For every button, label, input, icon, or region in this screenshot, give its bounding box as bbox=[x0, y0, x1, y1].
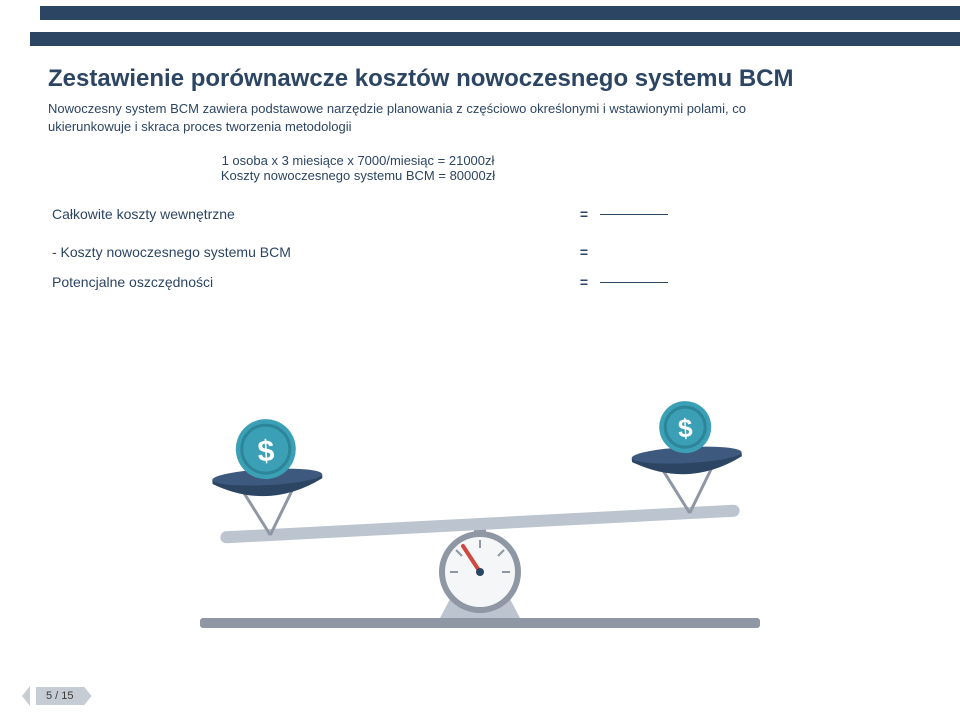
balance-scale: $ $ bbox=[0, 400, 960, 632]
header-bar-2 bbox=[30, 32, 960, 46]
page-title: Zestawienie porównawcze kosztów nowoczes… bbox=[48, 64, 912, 94]
equals-sign: = bbox=[574, 244, 594, 260]
result-blank-line bbox=[600, 214, 668, 215]
costs-block: Całkowite koszty wewnętrzne = - Koszty n… bbox=[48, 199, 668, 297]
result-blank-line bbox=[600, 282, 668, 283]
badge-decor-right bbox=[84, 686, 92, 706]
svg-text:$: $ bbox=[677, 413, 694, 444]
cost-label: - Koszty nowoczesnego systemu BCM bbox=[48, 244, 574, 260]
cost-row: Potencjalne oszczędności = bbox=[48, 267, 668, 297]
svg-text:$: $ bbox=[257, 435, 276, 469]
page-subtitle: Nowoczesny system BCM zawiera podstawowe… bbox=[48, 100, 748, 135]
cost-label: Potencjalne oszczędności bbox=[48, 274, 574, 290]
cost-row: - Koszty nowoczesnego systemu BCM = bbox=[48, 237, 668, 267]
calc-line-1: 1 osoba x 3 miesiące x 7000/miesiąc = 21… bbox=[98, 153, 618, 168]
page-number-badge: 5 / 15 bbox=[36, 687, 84, 705]
calc-box: 1 osoba x 3 miesiące x 7000/miesiąc = 21… bbox=[98, 153, 618, 183]
cost-label: Całkowite koszty wewnętrzne bbox=[48, 206, 574, 222]
result-blank-line bbox=[600, 252, 668, 253]
cost-row: Całkowite koszty wewnętrzne = bbox=[48, 199, 668, 229]
page-footer: 5 / 15 bbox=[22, 686, 92, 706]
equals-sign: = bbox=[574, 274, 594, 290]
equals-sign: = bbox=[574, 206, 594, 222]
badge-decor-left bbox=[22, 686, 30, 706]
header-bar-1 bbox=[40, 6, 960, 20]
calc-line-2: Koszty nowoczesnego systemu BCM = 80000z… bbox=[98, 168, 618, 183]
